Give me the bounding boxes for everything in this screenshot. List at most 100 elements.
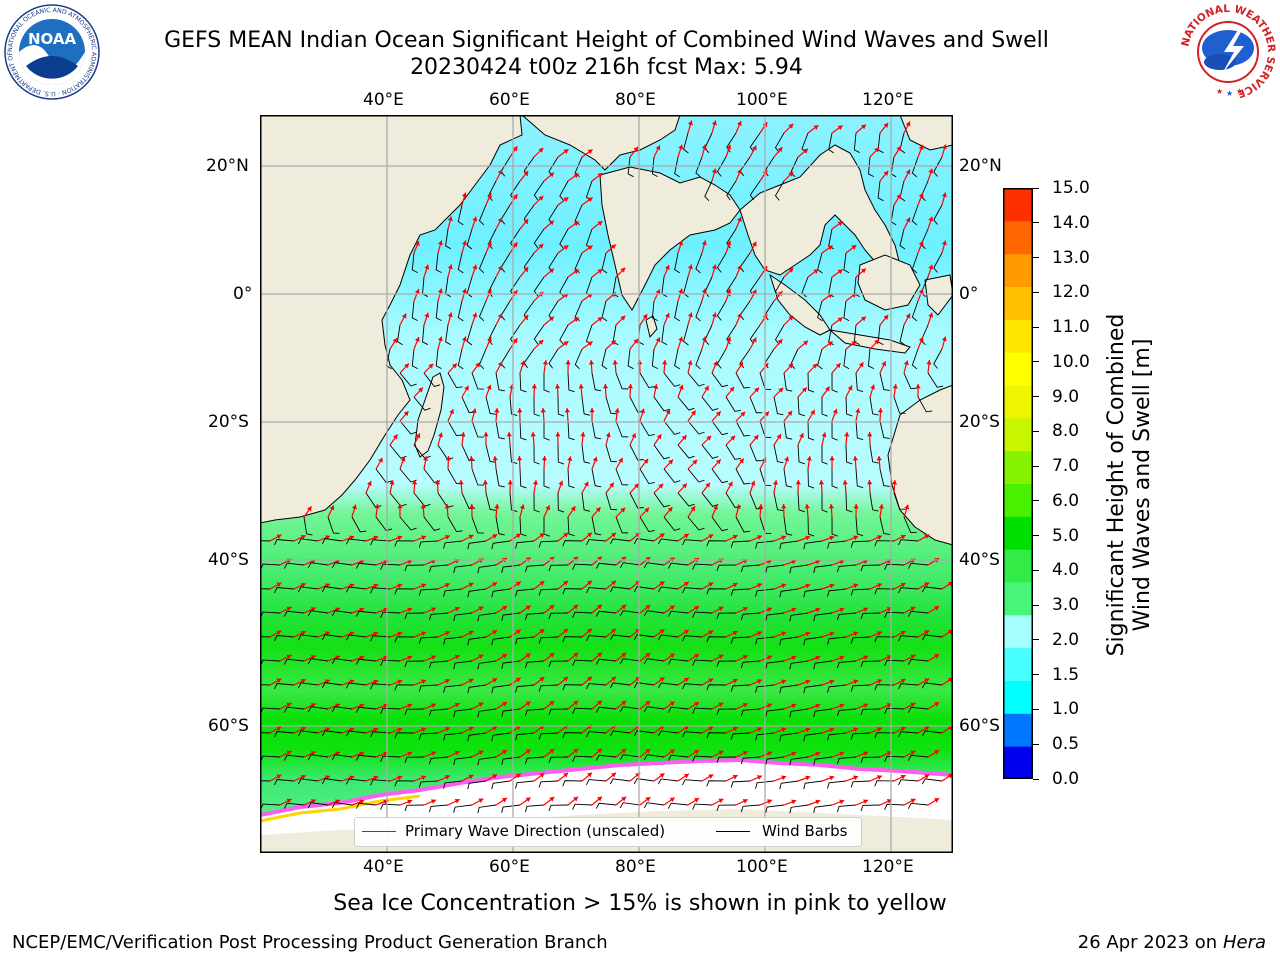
wind-barb	[740, 708, 761, 717]
wave-direction-arrowhead	[726, 240, 732, 246]
wave-direction-arrowhead	[437, 240, 443, 246]
wind-barb	[701, 396, 719, 411]
wave-direction-arrowhead	[692, 459, 698, 465]
wind-barb	[515, 684, 535, 693]
wind-barb	[321, 778, 343, 785]
wave-direction-arrowhead	[487, 289, 492, 295]
wave-direction-arrowhead	[681, 435, 687, 441]
wind-barb	[755, 540, 775, 549]
wind-barb	[466, 324, 473, 346]
wind-barb	[674, 300, 680, 322]
wind-barb	[581, 444, 591, 464]
wind-barb	[874, 684, 895, 691]
wind-barb	[879, 420, 890, 439]
wave-direction-arrowhead	[777, 147, 783, 153]
wave-direction-arrowhead	[538, 195, 544, 201]
wind-barb	[477, 660, 497, 670]
wind-barb	[418, 636, 439, 644]
wind-barb	[884, 803, 905, 810]
wave-direction-arrowhead	[444, 775, 450, 780]
wind-barb	[755, 780, 775, 789]
wave-direction-arrowhead	[827, 245, 833, 251]
wind-barb	[619, 754, 641, 761]
wave-direction-arrowhead	[431, 799, 436, 804]
wind-barb	[850, 588, 871, 596]
wind-barb	[779, 588, 799, 598]
wind-barb	[911, 204, 919, 226]
wind-barb	[485, 396, 497, 415]
wave-direction-arrowhead	[803, 340, 809, 346]
wave-direction-arrowhead	[708, 582, 714, 587]
wave-direction-arrowhead	[515, 581, 521, 587]
wind-barb	[706, 588, 727, 595]
wind-barb	[911, 156, 919, 178]
wind-barb	[307, 658, 329, 665]
wave-direction-arrowhead	[492, 678, 498, 683]
wind-barb	[559, 324, 569, 345]
wind-barb	[591, 468, 602, 488]
wind-barb	[453, 756, 473, 766]
wave-direction-arrowhead	[839, 799, 845, 805]
wave-direction-arrowhead	[563, 341, 569, 346]
colorbar-segment	[1003, 220, 1033, 255]
wave-direction-arrowhead	[678, 288, 684, 294]
wave-direction-arrowhead	[541, 456, 548, 461]
wind-barb	[485, 492, 497, 511]
wind-barb	[428, 708, 449, 717]
wind-barb	[345, 538, 367, 545]
wave-direction-arrowhead	[412, 480, 418, 485]
wave-direction-arrowhead	[853, 727, 859, 733]
wave-direction-arrowhead	[844, 432, 850, 437]
wind-barb	[633, 682, 655, 689]
svg-text:★: ★	[1226, 89, 1233, 98]
wave-direction-arrowhead	[736, 265, 742, 270]
wind-barb	[921, 730, 943, 737]
wave-direction-arrowhead	[839, 559, 845, 565]
wave-direction-arrowhead	[829, 727, 835, 733]
wave-direction-arrowhead	[512, 242, 518, 248]
wave-direction-arrowhead	[694, 702, 700, 707]
wind-barb	[375, 516, 393, 532]
wave-direction-arrowhead	[643, 458, 649, 464]
wave-direction-arrowhead	[401, 313, 407, 319]
wind-barb	[557, 444, 565, 465]
wind-barb	[813, 708, 833, 718]
wind-barb	[445, 324, 452, 346]
wind-barb	[297, 730, 319, 737]
wave-direction-arrowhead	[349, 535, 355, 541]
wind-barb	[765, 612, 785, 621]
wind-barb	[548, 756, 569, 764]
colorbar-label-line1: Significant Height of Combined	[1104, 313, 1129, 657]
wind-barb	[457, 300, 464, 322]
wind-barb	[773, 444, 784, 464]
wave-direction-arrowhead	[567, 456, 573, 461]
wind-barb	[898, 539, 919, 546]
wave-direction-arrowhead	[718, 798, 724, 804]
wave-direction-arrowhead	[805, 775, 811, 781]
wave-direction-arrowhead	[487, 241, 492, 247]
wave-direction-arrowhead	[924, 630, 930, 635]
wind-barb	[653, 444, 670, 460]
wave-direction-arrowhead	[431, 607, 436, 612]
wave-direction-arrowhead	[373, 775, 379, 781]
wind-barb	[633, 538, 655, 545]
wave-direction-arrowhead	[756, 775, 762, 780]
wave-direction-arrowhead	[525, 701, 531, 707]
sea-ice-edge	[260, 757, 953, 817]
wind-barb	[418, 780, 439, 788]
wind-barb	[677, 492, 695, 507]
wind-barb	[884, 611, 905, 618]
footer-timestamp: 26 Apr 2023 on Hera	[1078, 932, 1266, 953]
lon-label-top-100e: 100°E	[736, 90, 788, 110]
wave-direction-arrowhead	[678, 144, 684, 150]
wind-barb	[657, 778, 679, 785]
wind-barb	[627, 156, 634, 178]
wind-barb	[609, 778, 631, 785]
wave-direction-arrowhead	[827, 341, 833, 347]
wind-barb	[779, 540, 799, 550]
wave-direction-arrowhead	[542, 360, 548, 365]
wave-direction-arrowhead	[621, 556, 627, 562]
wind-barb	[274, 539, 295, 546]
wave-direction-arrowhead	[373, 679, 379, 685]
wind-barb	[789, 804, 809, 814]
